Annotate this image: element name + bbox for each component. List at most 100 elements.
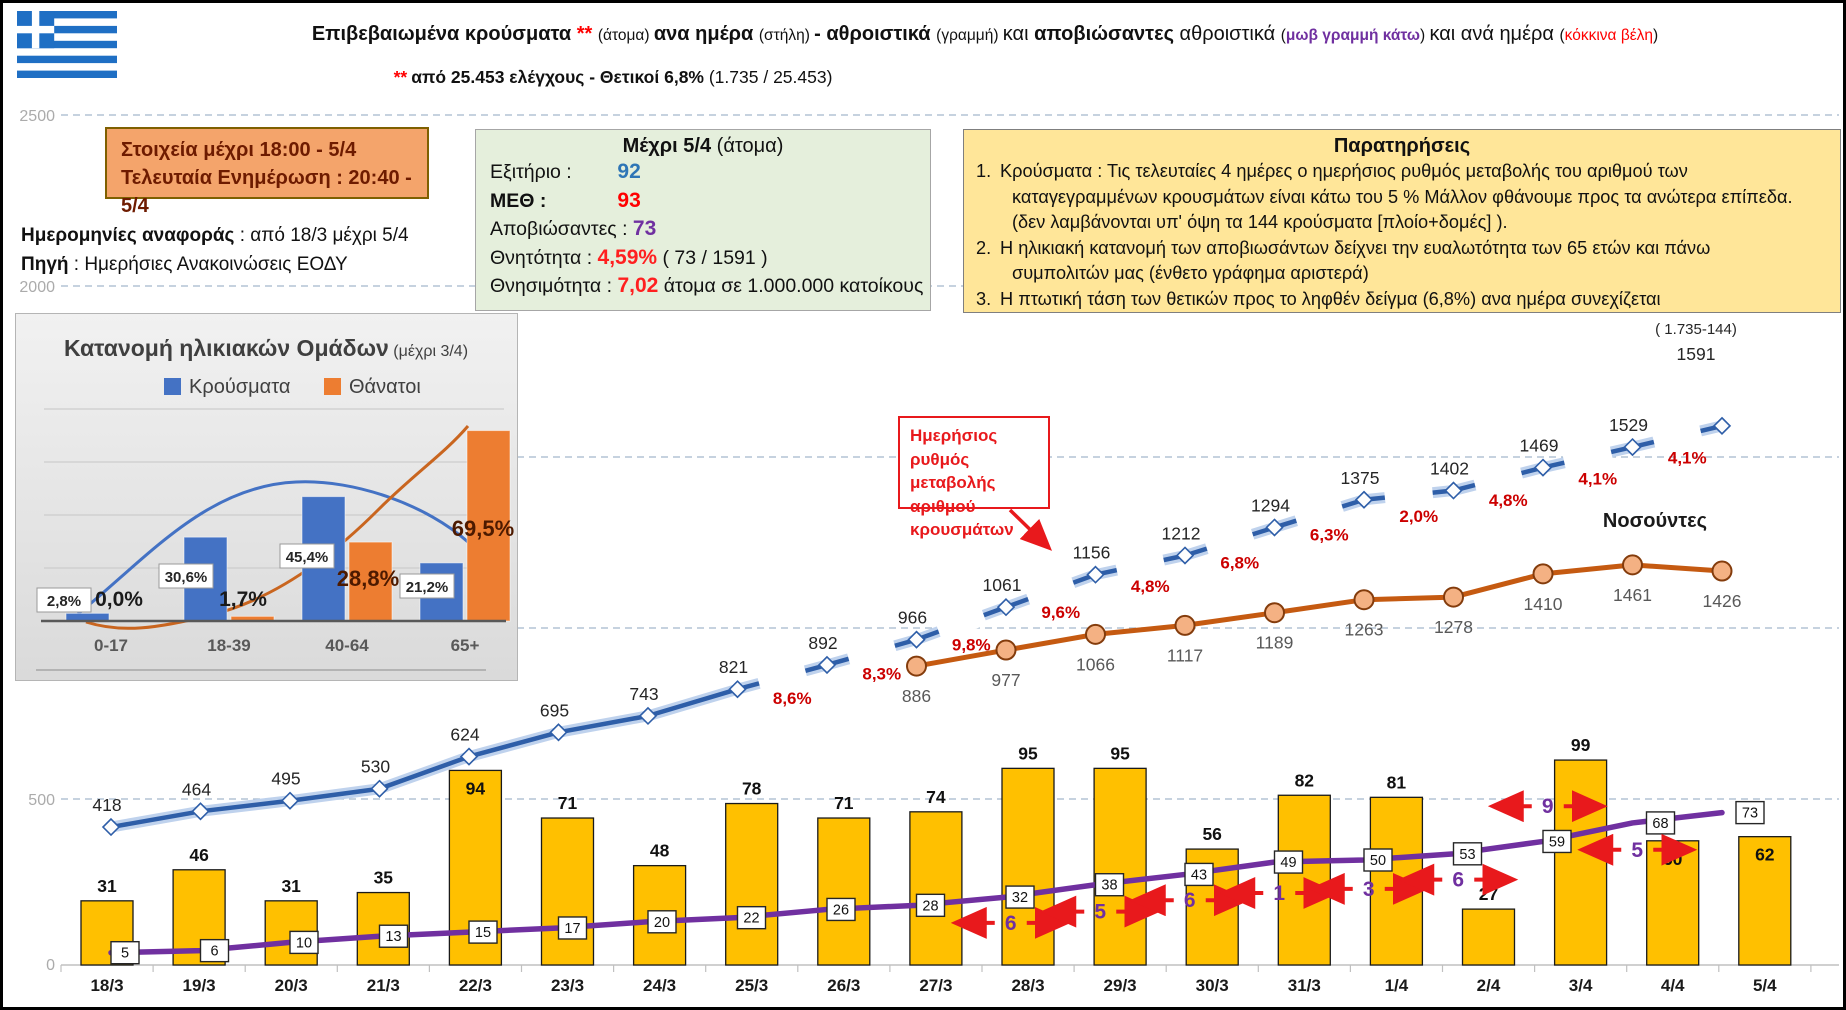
summary-value: 7,02: [617, 274, 659, 297]
subtitle-bold: από 25.453 ελέγχους - Θετικοί 6,8%: [411, 67, 709, 87]
svg-text:74: 74: [926, 787, 946, 807]
title-part: (στήλη): [758, 27, 815, 44]
svg-text:71: 71: [558, 793, 578, 813]
svg-text:43: 43: [1191, 867, 1207, 883]
title-part: και: [1002, 23, 1035, 45]
summary-value: 92: [617, 160, 641, 183]
svg-text:31: 31: [281, 876, 301, 896]
svg-text:49: 49: [1280, 855, 1296, 871]
note-line: 2. Η ηλικιακή κατανομή των αποβιωσάντων δ…: [976, 237, 1711, 258]
svg-text:18-39: 18-39: [207, 636, 250, 655]
svg-text:59: 59: [1549, 834, 1565, 850]
subtitle-rest: (1.735 / 25.453): [708, 67, 833, 87]
last-update-line: Τελευταία Ενημέρωση : 20:40 - 5/4: [121, 167, 412, 217]
svg-text:624: 624: [450, 725, 479, 745]
svg-text:65+: 65+: [451, 636, 480, 655]
svg-text:20: 20: [654, 915, 670, 931]
svg-text:418: 418: [92, 795, 121, 815]
svg-text:695: 695: [540, 700, 569, 720]
svg-text:45,4%: 45,4%: [286, 549, 329, 566]
svg-text:4,1%: 4,1%: [1578, 469, 1617, 488]
svg-text:31/3: 31/3: [1288, 976, 1321, 995]
svg-text:13: 13: [385, 929, 401, 945]
svg-text:10: 10: [296, 935, 312, 951]
title-part: μωβ γραμμή κάτω: [1285, 27, 1420, 44]
svg-text:94: 94: [466, 778, 486, 798]
svg-text:2/4: 2/4: [1477, 976, 1501, 995]
svg-text:22/3: 22/3: [459, 976, 492, 995]
summary-box: Μέχρι 5/4 (άτομα) Εξιτήριο : 92 ΜΕΘ : 93 Α…: [475, 129, 931, 311]
svg-text:56: 56: [1202, 824, 1222, 844]
svg-text:17: 17: [564, 921, 580, 937]
note-line: 1. Κρούσματα : Τις τελευταίες 4 ημέρες ο …: [976, 161, 1688, 181]
svg-text:82: 82: [1295, 770, 1315, 790]
svg-text:1469: 1469: [1520, 436, 1559, 456]
title-part: ανα ημέρα: [653, 23, 759, 45]
title-part: αποβιώσαντες: [1034, 23, 1180, 45]
svg-text:3: 3: [1363, 878, 1375, 901]
svg-text:0: 0: [46, 957, 55, 974]
title-part: (άτομα): [597, 27, 654, 44]
summary-row: Θνησιμότητα : 7,02 άτομα σε 1.000.000 κα…: [490, 274, 924, 297]
svg-text:966: 966: [898, 608, 927, 628]
svg-text:5: 5: [1631, 839, 1643, 862]
notes-box: Παρατηρήσεις 1. Κρούσματα : Τις τελευταίε…: [963, 129, 1841, 313]
svg-text:4,8%: 4,8%: [1489, 491, 1528, 510]
svg-text:1/4: 1/4: [1385, 976, 1409, 995]
svg-text:8,3%: 8,3%: [862, 664, 901, 683]
note-line: καταγεγραμμένων κρουσμάτων είναι κάτω το…: [1012, 186, 1793, 207]
svg-text:0,0%: 0,0%: [95, 588, 143, 611]
svg-text:1426: 1426: [1703, 591, 1742, 611]
svg-text:530: 530: [361, 757, 390, 777]
svg-text:1375: 1375: [1341, 468, 1380, 488]
svg-text:1156: 1156: [1073, 543, 1111, 563]
title-part: Επιβεβαιωμένα κρούσματα: [311, 23, 577, 45]
title-part: ): [1653, 27, 1659, 44]
svg-text:22: 22: [743, 911, 759, 927]
svg-text:28/3: 28/3: [1011, 976, 1044, 995]
summary-row: ΜΕΘ : 93: [490, 188, 641, 212]
svg-text:1212: 1212: [1162, 523, 1201, 543]
note-line: (δεν λαμβάνονται υπ' όψη τα 144 κρούσματ…: [1012, 212, 1508, 232]
svg-text:1066: 1066: [1076, 654, 1115, 674]
svg-text:6,8%: 6,8%: [1220, 553, 1259, 572]
summary-rows: Εξιτήριο : 92 ΜΕΘ : 93 Αποβιώσαντες : 73 Θν…: [490, 158, 924, 301]
reference-dates: Ημερομηνίες αναφοράς : από 18/3 μέχρι 5/…: [21, 225, 409, 246]
svg-text:4,8%: 4,8%: [1131, 577, 1170, 596]
svg-text:1410: 1410: [1524, 594, 1563, 614]
svg-text:2000: 2000: [19, 279, 55, 296]
svg-text:20/3: 20/3: [275, 976, 308, 995]
svg-text:26: 26: [833, 902, 849, 918]
callout-line: κρουσμάτων: [910, 520, 1014, 539]
svg-text:4/4: 4/4: [1661, 976, 1685, 995]
svg-text:1461: 1461: [1613, 585, 1652, 605]
summary-value: 93: [617, 188, 641, 212]
title-part: αθροιστικά: [1179, 23, 1281, 45]
svg-text:6: 6: [210, 944, 218, 960]
svg-text:62: 62: [1755, 845, 1775, 865]
svg-text:743: 743: [629, 684, 658, 704]
svg-text:24/3: 24/3: [643, 976, 676, 995]
daily-rate-callout-box: Ημερήσιος ρυθμός μεταβολής αριθμού κρουσμά…: [898, 416, 1050, 539]
svg-text:5/4: 5/4: [1753, 976, 1777, 995]
svg-text:78: 78: [742, 779, 762, 799]
svg-text:1529: 1529: [1609, 415, 1648, 435]
notes-lines: 1. Κρούσματα : Τις τελευταίες 4 ημέρες ο …: [976, 159, 1828, 312]
report-meta: Ημερομηνίες αναφοράς : από 18/3 μέχρι 5/…: [21, 221, 409, 279]
svg-text:81: 81: [1387, 772, 1407, 792]
svg-text:464: 464: [182, 779, 211, 799]
svg-text:71: 71: [834, 793, 854, 813]
svg-text:46: 46: [189, 845, 209, 865]
svg-text:73: 73: [1742, 806, 1758, 822]
svg-text:500: 500: [28, 792, 55, 809]
svg-text:1263: 1263: [1345, 620, 1384, 640]
svg-text:53: 53: [1459, 847, 1475, 863]
svg-text:4,1%: 4,1%: [1668, 448, 1707, 467]
svg-text:19/3: 19/3: [183, 976, 216, 995]
title-part: κόκκινα βέλη: [1564, 27, 1654, 44]
svg-text:60: 60: [1663, 849, 1683, 869]
title-part: **: [576, 23, 598, 45]
data-until-line: Στοιχεία μέχρι 18:00 - 5/4: [121, 139, 357, 161]
svg-text:30/3: 30/3: [1196, 976, 1229, 995]
